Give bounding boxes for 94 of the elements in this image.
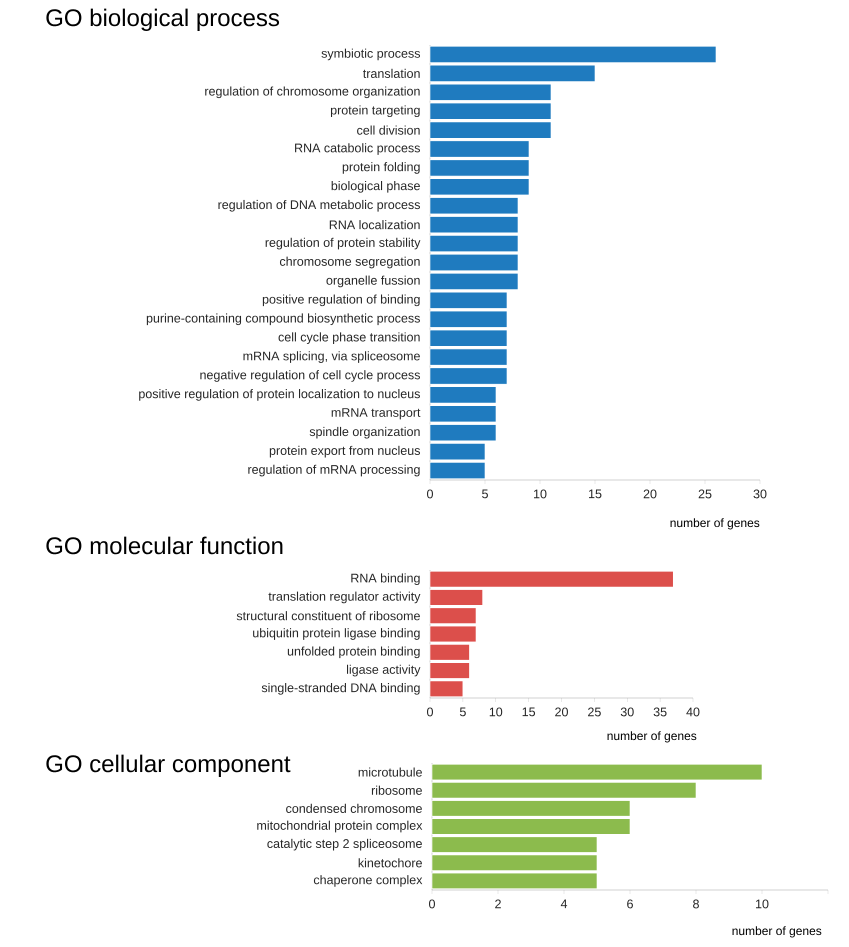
y-tick-label: cell cycle phase transition	[278, 332, 420, 344]
bar	[430, 254, 518, 271]
y-tick-label: translation regulator activity	[268, 592, 420, 604]
y-tick-label: mRNA splicing, via spliceosome	[243, 351, 420, 363]
bar	[430, 122, 552, 139]
y-tick-label: RNA catabolic process	[295, 143, 420, 155]
x-tick-label: 8	[693, 900, 699, 908]
bar	[430, 159, 530, 176]
bar	[430, 405, 496, 422]
bar	[430, 292, 508, 309]
bar	[430, 84, 552, 101]
text: GO biological process	[46, 8, 280, 31]
y-tick-label: mRNA transport	[332, 408, 420, 420]
y-tick-label: kinetochore	[358, 858, 422, 868]
bar	[430, 140, 530, 158]
bar	[430, 310, 508, 328]
x-tick-label: 20	[644, 490, 656, 498]
x-tick-label: 15	[522, 708, 536, 716]
y-tick-label: purine-containing compound biosynthetic process	[146, 313, 420, 326]
text: GO molecular function	[46, 536, 282, 554]
y-tick-label: microtubule	[358, 767, 422, 777]
y-tick-label: unfolded protein binding	[288, 646, 420, 658]
x-tick-label: 4	[560, 900, 568, 908]
y-tick-label: chromosome segregation	[280, 256, 420, 268]
x-axis-title: number of genes	[608, 731, 696, 742]
y-tick-label: cell division	[357, 126, 420, 135]
y-tick-label: ubiquitin protein ligase binding	[253, 628, 420, 640]
x-axis-title: number of genes	[732, 926, 822, 938]
y-tick-label: positive regulation of binding	[262, 294, 420, 306]
y-tick-label: regulation of mRNA processing	[248, 464, 420, 476]
bar	[430, 368, 508, 384]
x-tick-label: 10	[490, 708, 502, 716]
y-tick-label: single-stranded DNA binding	[262, 683, 420, 695]
y-tick-label: ribosome	[372, 786, 422, 795]
bar	[430, 424, 496, 442]
text: GO cellular component	[46, 754, 290, 778]
y-tick-label: biological phase	[332, 181, 420, 193]
x-tick-label: 40	[686, 708, 700, 716]
y-tick-label: RNA localization	[330, 220, 420, 230]
y-tick-label: spindle organization	[310, 426, 420, 439]
y-tick-label: RNA binding	[351, 573, 420, 585]
y-tick-label: ligase activity	[346, 664, 420, 676]
bar	[430, 330, 508, 347]
y-tick-label: regulation of chromosome organization	[205, 86, 420, 98]
y-tick-label: regulation of DNA metabolic process	[218, 200, 420, 212]
bar	[432, 764, 762, 780]
x-tick-label: 0	[427, 708, 433, 716]
bar	[430, 626, 476, 642]
y-tick-label: protein targeting	[330, 105, 420, 118]
y-tick-label: catalytic step 2 spliceosome	[267, 838, 422, 850]
bar	[432, 872, 598, 890]
x-axis-title: number of genes	[670, 518, 760, 530]
y-tick-label: translation	[362, 68, 420, 78]
x-tick-label: 6	[627, 900, 633, 908]
x-tick-label: 0	[429, 900, 435, 908]
y-tick-label: negative regulation of cell cycle process	[200, 370, 420, 382]
x-tick-label: 30	[754, 490, 766, 498]
bar	[430, 102, 552, 120]
bar	[430, 644, 470, 660]
bar	[430, 64, 596, 82]
bar	[430, 197, 518, 214]
y-tick-label: positive regulation of protein localization to nucleus	[139, 389, 420, 401]
x-tick-label: 10	[756, 900, 768, 908]
y-tick-label: symbiotic process	[321, 48, 420, 60]
bar	[430, 386, 496, 404]
bar	[430, 348, 508, 366]
y-tick-label: structural constituent of ribosome	[236, 611, 420, 620]
x-tick-label: 0	[427, 490, 433, 498]
x-tick-label: 5	[460, 708, 466, 716]
x-tick-label: 5	[482, 490, 488, 498]
x-tick-label: 30	[620, 708, 634, 716]
x-tick-label: 10	[534, 490, 546, 498]
bar	[430, 235, 518, 252]
x-tick-label: 35	[654, 708, 667, 716]
x-tick-label: 15	[589, 490, 602, 498]
y-tick-label: mitochondrial protein complex	[257, 820, 422, 832]
bar	[430, 443, 486, 460]
bar	[430, 272, 518, 290]
bar	[430, 46, 716, 63]
y-tick-label: protein export from nucleus	[270, 446, 420, 458]
y-tick-label: chaperone complex	[314, 875, 422, 887]
y-tick-label: protein folding	[342, 162, 420, 174]
bar	[430, 216, 518, 234]
x-tick-label: 25	[588, 708, 601, 716]
x-tick-label: 2	[495, 900, 501, 908]
y-tick-label: regulation of protein stability	[266, 238, 420, 250]
y-tick-label: condensed chromosome	[286, 804, 422, 813]
bar	[430, 462, 486, 479]
bar	[432, 818, 630, 835]
x-tick-label: 20	[555, 708, 568, 716]
y-tick-label: organelle fussion	[326, 276, 420, 288]
bar	[430, 178, 530, 196]
x-tick-label: 25	[698, 490, 712, 498]
bar	[430, 608, 476, 624]
